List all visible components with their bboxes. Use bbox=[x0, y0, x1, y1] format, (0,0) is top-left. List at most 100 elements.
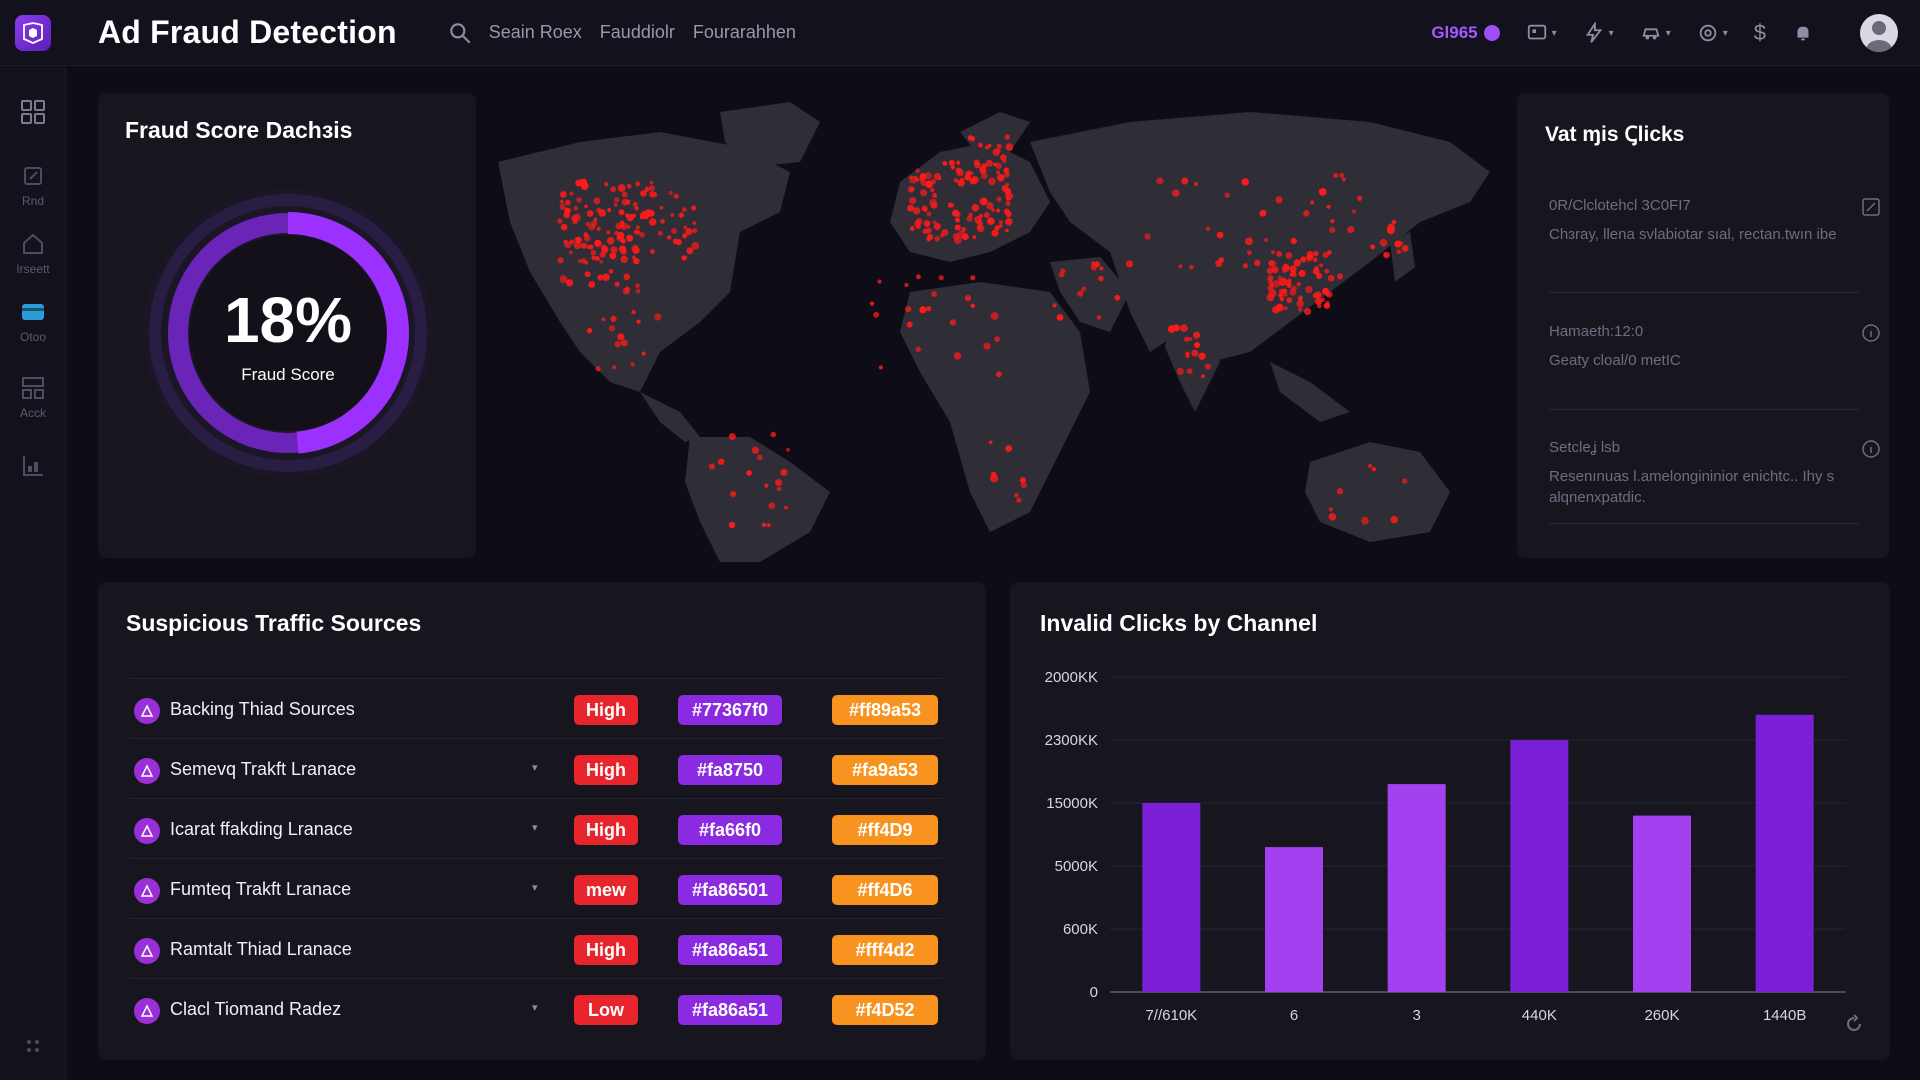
billing-button[interactable]: $ bbox=[1754, 20, 1766, 46]
fraud-world-map[interactable] bbox=[490, 92, 1500, 562]
hotspot-dot bbox=[654, 313, 662, 321]
x-tick-label: 260K bbox=[1644, 1007, 1679, 1024]
hotspot-dot bbox=[978, 142, 983, 148]
hotspot-dot bbox=[626, 234, 634, 242]
hotspot-dot bbox=[1289, 265, 1297, 273]
hotspot-dot bbox=[1317, 304, 1322, 309]
sidebar-more[interactable] bbox=[0, 1032, 66, 1060]
hotspot-dot bbox=[1296, 282, 1301, 287]
chevron-down-icon: ▾ bbox=[1551, 27, 1557, 39]
hotspot-dot bbox=[650, 249, 655, 254]
vehicle-menu[interactable]: ▾ bbox=[1640, 22, 1671, 44]
code-badge-purple: #77367f0 bbox=[678, 695, 782, 725]
source-icon bbox=[134, 998, 160, 1024]
hotspot-dot bbox=[770, 431, 777, 438]
hotspot-dot bbox=[1356, 195, 1363, 202]
avatar[interactable] bbox=[1860, 14, 1898, 52]
bar[interactable] bbox=[1387, 784, 1446, 992]
risk-badge: High bbox=[574, 755, 638, 785]
invalid-clicks-chart: 0 600K 5000K 15000K 2300KK 2000KK 7//610K 6 3 440… bbox=[1045, 669, 1846, 1024]
chevron-down-icon: ▾ bbox=[1722, 27, 1728, 39]
hotspot-dot bbox=[633, 257, 640, 265]
hotspot-dot bbox=[1005, 445, 1013, 452]
app-logo[interactable] bbox=[0, 0, 66, 66]
hotspot-dot bbox=[971, 175, 979, 184]
hotspot-dot bbox=[1003, 171, 1010, 178]
sidebar-item-otoo[interactable]: Otoo bbox=[0, 298, 66, 344]
table-row[interactable]: Semevq Trakft Lranace ▾ High #fa8750 #fa9a53 bbox=[130, 738, 942, 798]
hotspot-dot bbox=[968, 212, 973, 217]
nav-item-1[interactable]: Seain Roex bbox=[488, 22, 582, 42]
sidebar-item-insert[interactable]: Irseett bbox=[0, 230, 66, 276]
hotspot-dot bbox=[1351, 209, 1356, 214]
y-tick-label: 15000K bbox=[1046, 795, 1098, 812]
divider bbox=[1549, 292, 1859, 293]
account-badge[interactable]: Gl965 bbox=[1431, 23, 1500, 43]
search-icon[interactable] bbox=[447, 20, 473, 46]
hotspot-dot bbox=[1394, 240, 1402, 248]
hotspot-dot bbox=[1276, 251, 1282, 257]
alert-item-title: Setcleʝ lsb bbox=[1549, 439, 1620, 456]
sidebar-item-acck[interactable]: Acck bbox=[0, 374, 66, 420]
hotspot-dot bbox=[596, 226, 601, 231]
hotspot-dot bbox=[640, 190, 647, 197]
hotspot-dot bbox=[1278, 278, 1287, 286]
info-icon[interactable] bbox=[1861, 439, 1881, 459]
chevron-down-icon[interactable]: ▾ bbox=[532, 882, 538, 894]
hotspot-dot bbox=[1281, 288, 1288, 294]
invalid-clicks-panel: Vat ɱis Ꞔlicks 0R/Clclotehcl 3C0FI7 Chɜr… bbox=[1517, 93, 1889, 558]
refresh-icon[interactable] bbox=[1842, 1012, 1866, 1036]
chevron-down-icon[interactable]: ▾ bbox=[532, 1002, 538, 1014]
table-row[interactable]: Icarat ffakding Lranace ▾ High #fa66f0 #ff4D… bbox=[130, 798, 942, 858]
table-row[interactable]: Backing Thiad Sources High #77367f0 #ff89a5… bbox=[130, 678, 942, 738]
sidebar-item-reports[interactable] bbox=[0, 452, 66, 480]
hotspot-dot bbox=[636, 230, 641, 235]
sidebar-item-dashboard[interactable] bbox=[0, 98, 66, 126]
hotspot-dot bbox=[1401, 244, 1409, 252]
hotspot-dot bbox=[926, 211, 932, 217]
nav-item-3[interactable]: Fourarahhen bbox=[692, 22, 796, 42]
hotspot-dot bbox=[660, 219, 665, 224]
bar[interactable] bbox=[1265, 847, 1323, 992]
hotspot-dot bbox=[1368, 463, 1373, 468]
hotspot-dot bbox=[580, 242, 587, 249]
hotspot-dot bbox=[1281, 264, 1290, 273]
hotspot-dot bbox=[1310, 200, 1315, 205]
settings-menu[interactable]: ▾ bbox=[1697, 22, 1728, 44]
edit-icon[interactable] bbox=[1861, 197, 1881, 217]
nav-item-2[interactable]: Fauddiolr bbox=[599, 22, 675, 42]
bar[interactable] bbox=[1510, 740, 1569, 992]
alert-item[interactable]: Hamaeth:12:0 Geaty cloal/0 metIC bbox=[1549, 323, 1880, 371]
bar[interactable] bbox=[1755, 714, 1814, 992]
hotspot-dot bbox=[620, 255, 628, 264]
hotspot-dot bbox=[995, 162, 1002, 170]
hotspot-dot bbox=[933, 222, 941, 231]
hotspot-dot bbox=[1339, 172, 1345, 179]
bar[interactable] bbox=[1633, 815, 1691, 992]
bar[interactable] bbox=[1142, 803, 1201, 992]
table-row[interactable]: Clacl Tiomand Radez ▾ Low #fa86a51 #f4D52 bbox=[130, 978, 942, 1038]
alert-item[interactable]: 0R/Clclotehcl 3C0FI7 Chɜray, llena svlab… bbox=[1549, 197, 1880, 245]
table-row[interactable]: Fumteq Trakft Lranace ▾ mew #fa86501 #ff4D6 bbox=[130, 858, 942, 918]
hotspot-dot bbox=[1006, 197, 1010, 201]
hotspot-dot bbox=[620, 339, 628, 347]
source-icon bbox=[134, 698, 160, 724]
chevron-down-icon[interactable]: ▾ bbox=[532, 762, 538, 774]
hotspot-dot bbox=[598, 209, 607, 217]
y-tick-label: 5000K bbox=[1055, 858, 1098, 875]
hotspot-dot bbox=[586, 244, 592, 250]
hotspot-dot bbox=[1328, 507, 1334, 512]
hotspot-dot bbox=[1271, 266, 1279, 274]
dashboard-menu[interactable]: ▾ bbox=[1526, 22, 1557, 44]
alert-item[interactable]: Setcleʝ lsb Resenınuas l.amelongininior … bbox=[1549, 439, 1880, 508]
info-icon[interactable] bbox=[1861, 323, 1881, 343]
sidebar-item-find[interactable]: Rnd bbox=[0, 162, 66, 208]
hotspot-dot bbox=[766, 523, 771, 528]
hotspot-dot bbox=[584, 271, 591, 278]
hotspot-dot bbox=[1096, 315, 1102, 320]
hotspot-dot bbox=[649, 180, 654, 185]
table-row[interactable]: Ramtalt Thiad Lranace High #fa86a51 #fff4d2 bbox=[130, 918, 942, 978]
chevron-down-icon[interactable]: ▾ bbox=[532, 822, 538, 834]
notifications-button[interactable] bbox=[1792, 22, 1814, 44]
activity-menu[interactable]: ▾ bbox=[1583, 22, 1614, 44]
